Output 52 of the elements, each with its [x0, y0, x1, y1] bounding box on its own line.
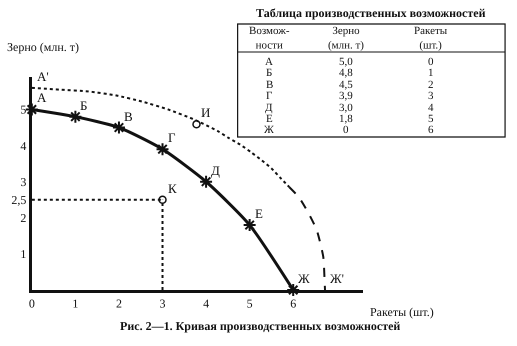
y-tick-label: 5: [20, 102, 26, 117]
annotation: Б: [80, 98, 88, 113]
data-label: 3,9: [339, 90, 354, 102]
x-tick-label: 2: [116, 296, 122, 310]
x-tick-label: 6: [290, 296, 296, 310]
data-label: 0: [428, 56, 434, 68]
data-label: 4,8: [339, 67, 354, 79]
data-label: 2: [428, 79, 434, 91]
annotation: Ж: [298, 271, 310, 286]
text: Ракеты (шт.): [414, 25, 448, 52]
text: Рис. 2—1. Кривая производственных возможностей: [120, 319, 400, 333]
annotation: Д: [211, 163, 220, 178]
y-tick-label: 2: [20, 211, 26, 225]
y-tick-label: 4: [20, 138, 26, 153]
x-tick-label: 0: [28, 296, 35, 310]
x-axis-title: Ракеты (шт.): [370, 305, 434, 319]
annotation: В: [124, 109, 133, 124]
data-label: 4,5: [339, 79, 354, 91]
text: Таблица производственных возможностей: [256, 6, 486, 20]
data-label: 3,0: [339, 102, 354, 114]
y-tick-label: 2,5: [11, 192, 26, 207]
annotation: Е: [255, 206, 263, 221]
annotation: А: [37, 90, 47, 105]
category-label: Ж: [264, 124, 274, 136]
annotation: И: [201, 105, 210, 120]
data-label: 1,8: [339, 113, 354, 125]
category-label: Б: [266, 67, 272, 79]
annotation: К: [168, 181, 177, 196]
x-tick-label: 4: [203, 296, 210, 310]
y-axis-title: Зерно (млн. т): [7, 40, 80, 54]
y-tick-label: 3: [20, 174, 26, 189]
annotation: Ж': [330, 271, 344, 286]
data-label: 1: [428, 67, 434, 79]
data-label: 0: [343, 124, 349, 136]
category-label: А: [265, 56, 273, 68]
annotation: Г: [168, 130, 176, 145]
text: Возмож- ности: [249, 25, 290, 52]
x-tick-label: 5: [246, 296, 253, 310]
category-label: Г: [266, 90, 272, 102]
y-tick-label: 1: [20, 247, 26, 262]
category-label: Е: [266, 113, 273, 125]
text: Зерно (млн. т): [328, 25, 364, 52]
data-label: 6: [428, 124, 434, 136]
data-label: 4: [428, 102, 434, 114]
x-tick-label: 3: [160, 296, 166, 310]
annotation: А': [37, 69, 49, 84]
data-label: 5: [428, 113, 434, 125]
x-tick-label: 1: [72, 296, 78, 310]
data-label: 5,0: [339, 56, 354, 68]
category-label: В: [266, 79, 274, 91]
category-label: Д: [265, 102, 273, 114]
data-label: 3: [428, 90, 434, 102]
